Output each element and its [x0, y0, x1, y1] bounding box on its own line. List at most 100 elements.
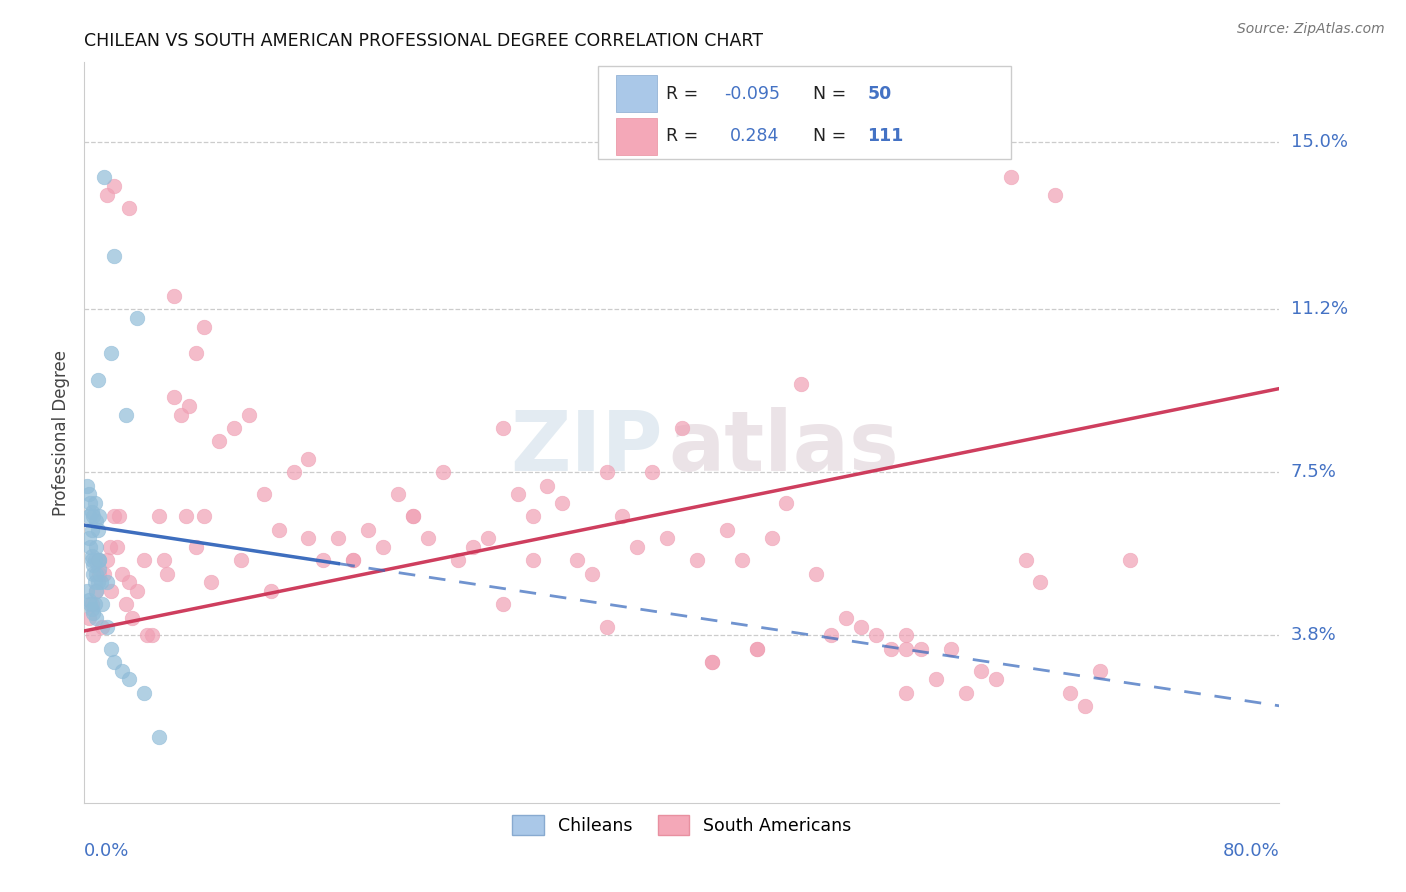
- Point: [477, 532, 499, 546]
- Point: [91, 619, 114, 633]
- Text: R =: R =: [666, 85, 704, 103]
- Point: [312, 553, 335, 567]
- Text: -0.095: -0.095: [724, 85, 780, 103]
- Point: [82, 628, 104, 642]
- Point: [260, 584, 283, 599]
- Point: [80, 549, 103, 563]
- Text: N =: N =: [814, 85, 852, 103]
- Point: [125, 311, 148, 326]
- Point: [79, 496, 101, 510]
- Point: [103, 178, 125, 193]
- Point: [402, 509, 425, 524]
- Point: [342, 553, 364, 567]
- Text: 15.0%: 15.0%: [1291, 133, 1347, 151]
- Point: [626, 540, 648, 554]
- Point: [107, 509, 129, 524]
- Point: [82, 566, 104, 581]
- Point: [100, 641, 122, 656]
- Point: [387, 487, 409, 501]
- Point: [761, 532, 783, 546]
- Point: [835, 610, 858, 624]
- Point: [806, 566, 828, 581]
- Point: [111, 664, 134, 678]
- Point: [86, 584, 108, 599]
- Point: [111, 566, 134, 581]
- Point: [90, 575, 112, 590]
- Point: [118, 575, 141, 590]
- Text: 80.0%: 80.0%: [1223, 842, 1279, 860]
- Point: [80, 553, 103, 567]
- Point: [506, 487, 529, 501]
- Point: [96, 619, 118, 633]
- Point: [231, 553, 253, 567]
- Point: [1029, 575, 1052, 590]
- Point: [155, 566, 177, 581]
- Point: [89, 553, 111, 567]
- Point: [76, 584, 98, 599]
- Point: [80, 523, 103, 537]
- Point: [80, 505, 103, 519]
- Point: [80, 598, 103, 612]
- Point: [83, 598, 105, 612]
- Point: [865, 628, 887, 642]
- Point: [103, 509, 125, 524]
- Point: [253, 487, 276, 501]
- Point: [174, 509, 197, 524]
- Point: [77, 532, 100, 546]
- Point: [79, 598, 101, 612]
- Point: [87, 575, 110, 590]
- Point: [163, 390, 186, 404]
- Point: [700, 655, 723, 669]
- Point: [86, 584, 108, 599]
- Point: [148, 730, 170, 744]
- Point: [118, 201, 141, 215]
- Point: [1000, 169, 1022, 184]
- Point: [1074, 698, 1097, 713]
- Point: [700, 655, 723, 669]
- Point: [596, 619, 619, 633]
- Point: [89, 562, 111, 576]
- Point: [103, 249, 125, 263]
- Point: [82, 509, 104, 524]
- Point: [83, 553, 105, 567]
- Point: [186, 540, 208, 554]
- Point: [208, 434, 231, 449]
- Point: [89, 553, 111, 567]
- Point: [342, 553, 364, 567]
- Point: [200, 575, 222, 590]
- Point: [87, 553, 110, 567]
- Point: [984, 673, 1007, 687]
- Y-axis label: Professional Degree: Professional Degree: [52, 350, 70, 516]
- Point: [136, 628, 159, 642]
- Text: 11.2%: 11.2%: [1291, 301, 1348, 318]
- Point: [105, 540, 128, 554]
- Point: [115, 598, 138, 612]
- Point: [925, 673, 948, 687]
- Point: [522, 553, 544, 567]
- Point: [193, 509, 215, 524]
- Point: [1045, 187, 1067, 202]
- Point: [283, 465, 305, 479]
- Text: atlas: atlas: [668, 407, 898, 488]
- Point: [731, 553, 754, 567]
- Point: [745, 641, 768, 656]
- Point: [132, 685, 156, 699]
- Point: [894, 685, 917, 699]
- Point: [193, 319, 215, 334]
- Point: [98, 540, 121, 554]
- Point: [86, 540, 108, 554]
- Point: [87, 373, 110, 387]
- Point: [267, 523, 290, 537]
- Point: [222, 421, 245, 435]
- Point: [894, 641, 917, 656]
- Point: [655, 532, 678, 546]
- Point: [82, 607, 104, 621]
- Point: [89, 566, 111, 581]
- Point: [83, 575, 105, 590]
- Point: [402, 509, 425, 524]
- FancyBboxPatch shape: [599, 66, 1011, 159]
- Point: [96, 553, 118, 567]
- Point: [93, 566, 115, 581]
- Point: [894, 628, 917, 642]
- Point: [790, 377, 813, 392]
